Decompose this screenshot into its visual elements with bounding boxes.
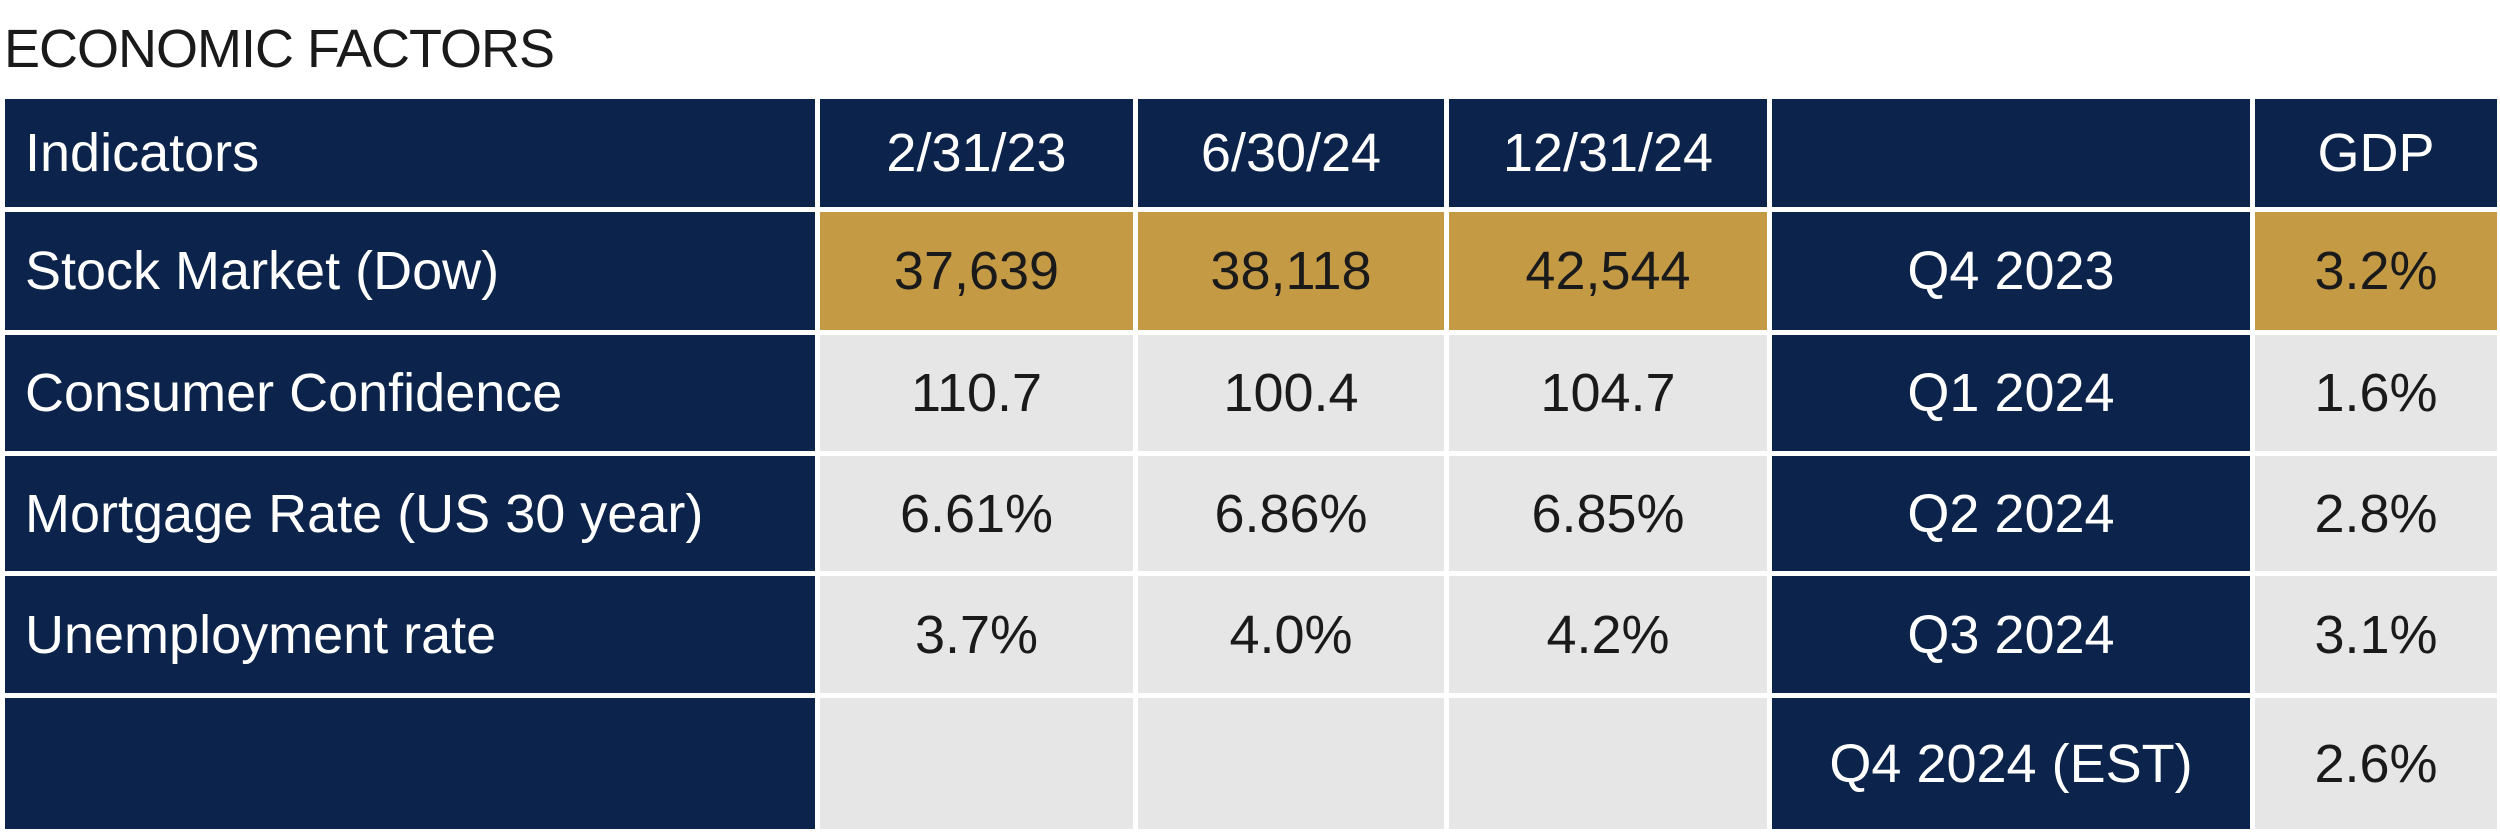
row-label: Stock Market (Dow) bbox=[5, 212, 815, 330]
header-cell: 12/31/24 bbox=[1449, 99, 1767, 207]
header-cell bbox=[1772, 99, 2250, 207]
table-cell: Q2 2024 bbox=[1772, 456, 2250, 571]
table-cell: 6.61% bbox=[820, 456, 1133, 571]
table-cell: 4.2% bbox=[1449, 576, 1767, 693]
table-cell: 2.6% bbox=[2255, 698, 2497, 829]
header-cell: Indicators bbox=[5, 99, 815, 207]
table-cell: 42,544 bbox=[1449, 212, 1767, 330]
table-cell: 6.86% bbox=[1138, 456, 1444, 571]
table-cell: 104.7 bbox=[1449, 335, 1767, 451]
table-cell: 38,118 bbox=[1138, 212, 1444, 330]
table-cell: 100.4 bbox=[1138, 335, 1444, 451]
table-cell: Q4 2024 (EST) bbox=[1772, 698, 2250, 829]
table-cell: Q1 2024 bbox=[1772, 335, 2250, 451]
row-label bbox=[5, 698, 815, 829]
table-cell: 110.7 bbox=[820, 335, 1133, 451]
table: Indicators 2/31/23 6/30/24 12/31/24 GDP Stock… bbox=[5, 99, 2497, 829]
header-cell: GDP bbox=[2255, 99, 2497, 207]
table-cell bbox=[1138, 698, 1444, 829]
row-label: Mortgage Rate (US 30 year) bbox=[5, 456, 815, 571]
table-cell: 6.85% bbox=[1449, 456, 1767, 571]
header-cell: 2/31/23 bbox=[820, 99, 1133, 207]
table-cell: 4.0% bbox=[1138, 576, 1444, 693]
table-cell: 1.6% bbox=[2255, 335, 2497, 451]
row-label: Unemployment rate bbox=[5, 576, 815, 693]
table-cell: Q3 2024 bbox=[1772, 576, 2250, 693]
header-cell: 6/30/24 bbox=[1138, 99, 1444, 207]
table-title: ECONOMIC FACTORS bbox=[4, 19, 555, 79]
table-cell: 37,639 bbox=[820, 212, 1133, 330]
table-cell bbox=[1449, 698, 1767, 829]
table-cell bbox=[820, 698, 1133, 829]
table-cell: 2.8% bbox=[2255, 456, 2497, 571]
table-cell: 3.1% bbox=[2255, 576, 2497, 693]
table-cell: Q4 2023 bbox=[1772, 212, 2250, 330]
row-label: Consumer Confidence bbox=[5, 335, 815, 451]
table-cell: 3.2% bbox=[2255, 212, 2497, 330]
table-cell: 3.7% bbox=[820, 576, 1133, 693]
